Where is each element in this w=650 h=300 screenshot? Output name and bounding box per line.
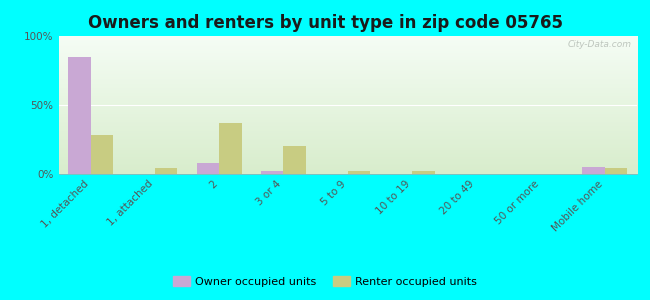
Text: City-Data.com: City-Data.com bbox=[567, 40, 631, 49]
Bar bbox=[219, 123, 242, 174]
Bar bbox=[283, 146, 306, 174]
Bar bbox=[348, 171, 370, 174]
Bar bbox=[412, 171, 434, 174]
Bar bbox=[197, 163, 219, 174]
Legend: Owner occupied units, Renter occupied units: Owner occupied units, Renter occupied un… bbox=[168, 272, 482, 291]
Bar bbox=[582, 167, 605, 174]
Bar bbox=[68, 57, 90, 174]
Text: Owners and renters by unit type in zip code 05765: Owners and renters by unit type in zip c… bbox=[88, 14, 562, 32]
Bar bbox=[261, 171, 283, 174]
Bar bbox=[90, 135, 113, 174]
Bar bbox=[605, 169, 627, 174]
Bar bbox=[155, 169, 177, 174]
